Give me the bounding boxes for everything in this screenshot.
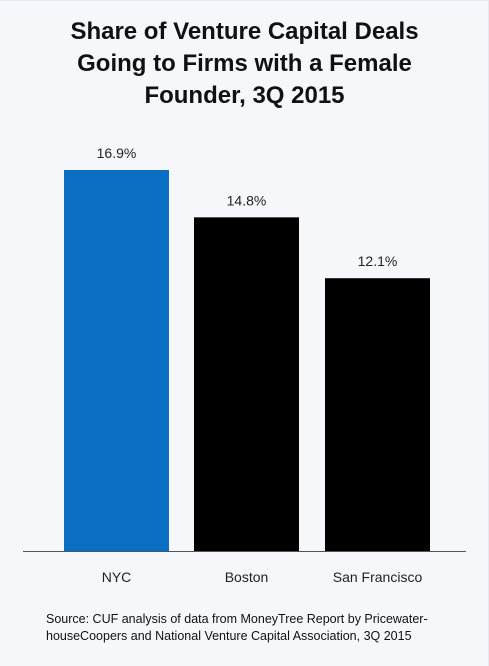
bar-boston bbox=[194, 217, 299, 551]
chart-title-line-3: Founder, 3Q 2015 bbox=[144, 82, 345, 109]
bars-group: 16.9% NYC 14.8% Boston 12.1% San Francisco bbox=[64, 145, 430, 585]
chart-title-line-2: Going to Firms with a Female bbox=[77, 50, 412, 77]
bar-san-francisco bbox=[325, 278, 430, 551]
source-note: Source: CUF analysis of data from MoneyT… bbox=[46, 611, 466, 645]
bar-nyc bbox=[64, 170, 169, 551]
source-line-2: houseCoopers and National Venture Capita… bbox=[46, 629, 412, 643]
chart-title: Share of Venture Capital Deals Going to … bbox=[10, 16, 479, 112]
category-label-boston: Boston bbox=[225, 569, 269, 585]
source-line-1: Source: CUF analysis of data from MoneyT… bbox=[46, 612, 428, 626]
value-label-nyc: 16.9% bbox=[97, 145, 137, 161]
chart-title-line-1: Share of Venture Capital Deals bbox=[70, 18, 419, 45]
value-label-san-francisco: 12.1% bbox=[358, 253, 398, 269]
category-label-san-francisco: San Francisco bbox=[333, 569, 423, 585]
category-label-nyc: NYC bbox=[102, 569, 132, 585]
value-label-boston: 14.8% bbox=[227, 192, 267, 208]
